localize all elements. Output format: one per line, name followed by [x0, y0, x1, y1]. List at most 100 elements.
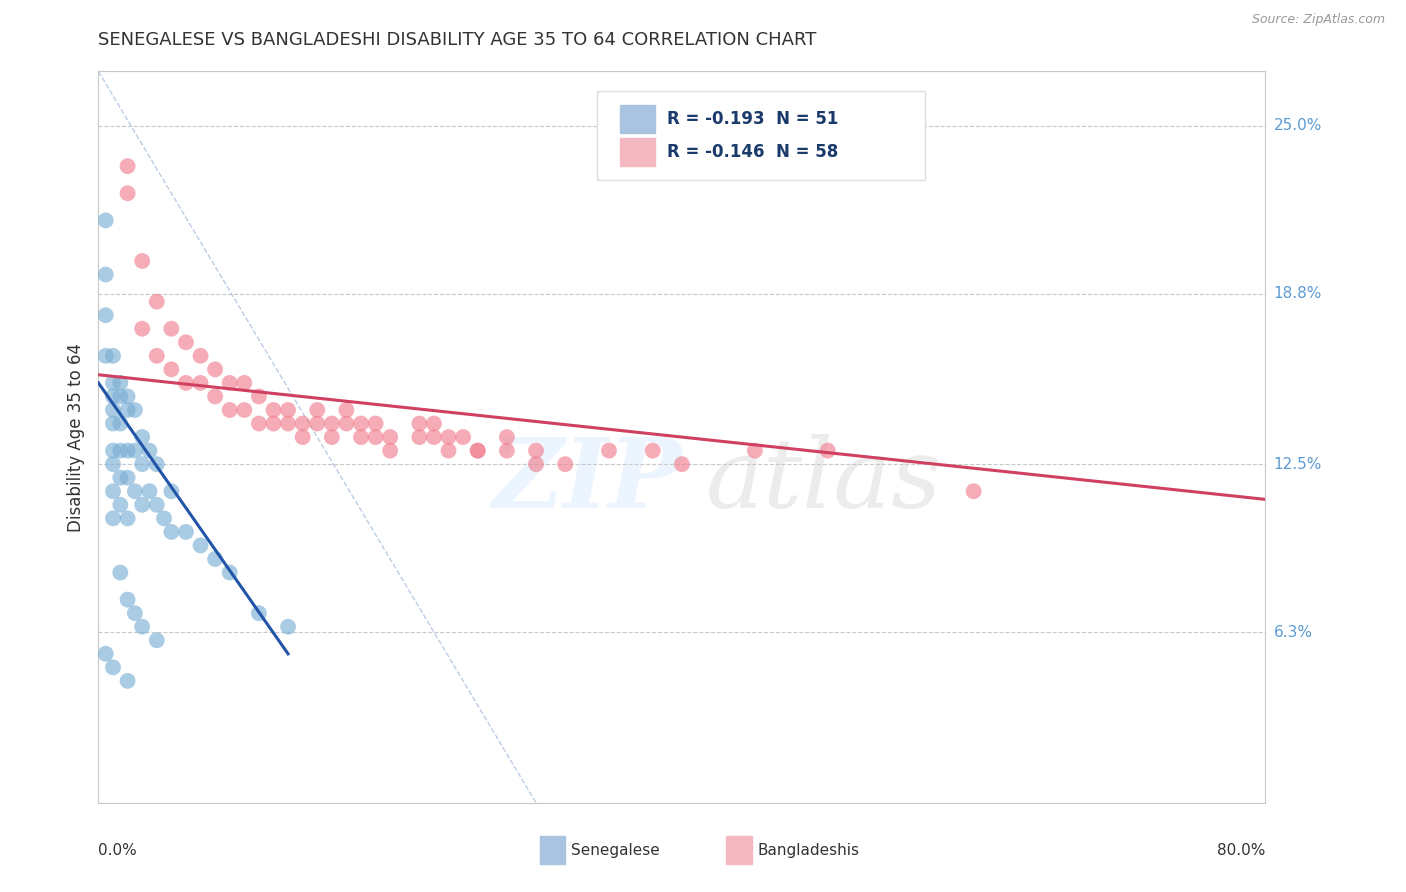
Point [131, 430, 153, 444]
Point [101, 484, 124, 499]
Point [117, 511, 139, 525]
Point [962, 484, 984, 499]
Point [131, 254, 153, 268]
Point [233, 403, 256, 417]
Point [131, 322, 153, 336]
Point [451, 430, 474, 444]
Point [117, 592, 139, 607]
Point [190, 349, 212, 363]
Point [218, 376, 240, 390]
Point [131, 498, 153, 512]
Point [321, 430, 343, 444]
Point [131, 457, 153, 471]
Bar [727, 837, 752, 864]
Bar [620, 105, 655, 133]
Point [671, 457, 693, 471]
Point [335, 403, 357, 417]
Text: 0.0%: 0.0% [98, 843, 138, 858]
Point [423, 430, 446, 444]
Text: 80.0%: 80.0% [1218, 843, 1265, 858]
Point [423, 417, 446, 431]
Point [101, 417, 124, 431]
Point [101, 457, 124, 471]
Point [101, 443, 124, 458]
Point [117, 403, 139, 417]
Point [496, 443, 519, 458]
Point [190, 376, 212, 390]
Point [467, 443, 489, 458]
Point [117, 471, 139, 485]
Point [598, 443, 620, 458]
Text: 6.3%: 6.3% [1274, 624, 1313, 640]
Point [364, 430, 387, 444]
Point [174, 376, 197, 390]
Point [160, 362, 183, 376]
Point [247, 389, 270, 403]
Point [124, 443, 146, 458]
Point [277, 417, 299, 431]
Point [110, 443, 132, 458]
Point [146, 457, 169, 471]
Point [117, 673, 139, 688]
Y-axis label: Disability Age 35 to 64: Disability Age 35 to 64 [66, 343, 84, 532]
Point [380, 430, 402, 444]
Point [101, 349, 124, 363]
Point [247, 606, 270, 620]
Point [204, 362, 226, 376]
Point [262, 403, 284, 417]
Point [117, 186, 139, 201]
Point [94, 268, 117, 282]
Point [307, 417, 329, 431]
Point [277, 620, 299, 634]
Point [307, 403, 329, 417]
Point [218, 566, 240, 580]
Point [117, 159, 139, 173]
Text: 25.0%: 25.0% [1274, 118, 1322, 133]
Text: ZIP: ZIP [492, 434, 682, 528]
Point [146, 294, 169, 309]
Point [124, 606, 146, 620]
Text: 12.5%: 12.5% [1274, 457, 1322, 472]
Point [110, 471, 132, 485]
Point [467, 443, 489, 458]
Bar [540, 837, 565, 864]
Point [94, 308, 117, 322]
Point [174, 335, 197, 350]
Point [124, 403, 146, 417]
Text: SENEGALESE VS BANGLADESHI DISABILITY AGE 35 TO 64 CORRELATION CHART: SENEGALESE VS BANGLADESHI DISABILITY AGE… [98, 31, 817, 49]
Point [138, 443, 160, 458]
Point [218, 403, 240, 417]
Point [117, 389, 139, 403]
Point [131, 620, 153, 634]
Point [364, 417, 387, 431]
Point [817, 443, 839, 458]
Point [233, 376, 256, 390]
Point [291, 417, 314, 431]
Point [94, 647, 117, 661]
Point [247, 417, 270, 431]
Text: R = -0.193  N = 51: R = -0.193 N = 51 [666, 110, 838, 128]
Point [146, 349, 169, 363]
Point [94, 349, 117, 363]
FancyBboxPatch shape [596, 91, 925, 179]
Point [496, 430, 519, 444]
Point [101, 511, 124, 525]
Point [110, 498, 132, 512]
Point [110, 566, 132, 580]
Point [174, 524, 197, 539]
Point [350, 430, 373, 444]
Point [524, 457, 547, 471]
Point [101, 376, 124, 390]
Point [437, 430, 460, 444]
Text: Senegalese: Senegalese [571, 843, 659, 858]
Point [110, 417, 132, 431]
Text: atlas: atlas [706, 434, 942, 528]
Point [262, 417, 284, 431]
Point [160, 484, 183, 499]
Point [641, 443, 664, 458]
Point [153, 511, 176, 525]
Point [291, 430, 314, 444]
Text: R = -0.146  N = 58: R = -0.146 N = 58 [666, 143, 838, 161]
Point [138, 484, 160, 499]
Point [160, 322, 183, 336]
